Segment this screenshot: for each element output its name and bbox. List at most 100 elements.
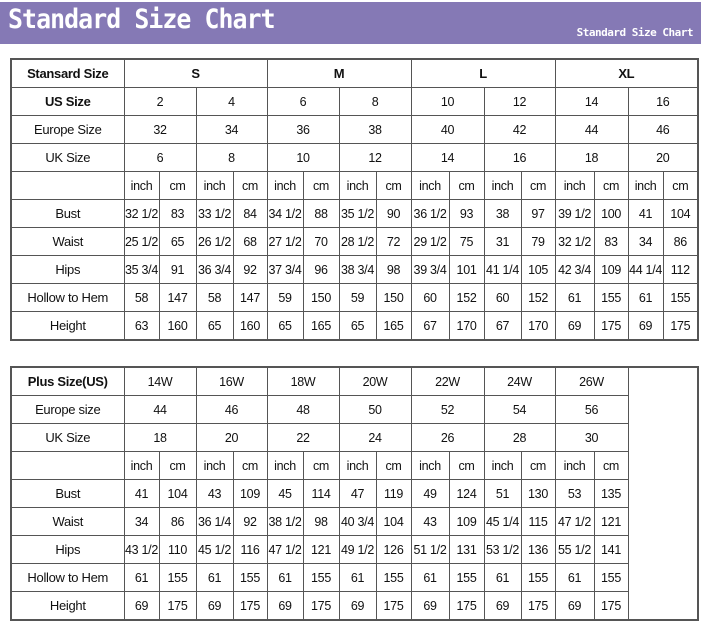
measure-row-waist: Waist 25 1/2 65 26 1/2 68 27 1/2 70 28 1/2 72 29 …	[10, 227, 699, 256]
measure-cell: 88	[302, 199, 340, 228]
europe-size-cell: 54	[483, 395, 556, 424]
unit-inch: inch	[123, 451, 160, 480]
measure-cell: 109	[232, 479, 268, 508]
corner-label: Stansard Size	[10, 58, 125, 88]
measure-cell: 47 1/2	[554, 507, 595, 536]
measure-cell: 155	[302, 563, 340, 592]
measure-label: Height	[10, 591, 125, 621]
measure-cell: 43	[410, 507, 450, 536]
unit-row: inch cm inch cm inch cm inch cm inch cm inch cm inch…	[10, 451, 698, 480]
measure-cell: 36 1/4	[195, 507, 234, 536]
measure-cell: 26 1/2	[195, 227, 234, 256]
measure-cell: 165	[302, 311, 340, 341]
unit-inch: inch	[483, 451, 522, 480]
unit-inch: inch	[338, 451, 377, 480]
measure-cell: 155	[593, 283, 629, 312]
measure-cell: 65	[195, 311, 234, 341]
measure-cell: 175	[593, 311, 629, 341]
europe-size-cell: 38	[338, 115, 412, 144]
measure-cell: 126	[375, 535, 412, 564]
measure-cell: 175	[520, 591, 556, 621]
measure-cell: 34	[627, 227, 664, 256]
measure-cell: 59	[266, 283, 304, 312]
unit-cm: cm	[520, 171, 556, 200]
us-size-cell: 16	[627, 87, 699, 116]
measure-cell: 110	[158, 535, 197, 564]
measure-label: Bust	[10, 199, 125, 228]
unit-cm: cm	[520, 451, 556, 480]
unit-corner	[10, 171, 125, 200]
measure-cell: 109	[448, 507, 485, 536]
europe-size-cell: 46	[627, 115, 699, 144]
measure-cell: 29 1/2	[410, 227, 450, 256]
measure-cell: 61	[410, 563, 450, 592]
plus-size-24w: 24W	[483, 366, 556, 396]
measure-cell: 37 3/4	[266, 255, 304, 284]
measure-cell: 112	[662, 255, 699, 284]
uk-size-label: UK Size	[10, 143, 125, 172]
measure-cell: 67	[483, 311, 522, 341]
europe-size-cell: 44	[123, 395, 197, 424]
measure-cell: 69	[483, 591, 522, 621]
measure-cell: 165	[375, 311, 412, 341]
europe-size-label: Europe Size	[10, 115, 125, 144]
measure-cell: 33 1/2	[195, 199, 234, 228]
measure-cell: 32 1/2	[123, 199, 160, 228]
europe-size-cell: 52	[410, 395, 485, 424]
uk-size-cell: 12	[338, 143, 412, 172]
unit-cm: cm	[158, 451, 197, 480]
unit-cm: cm	[302, 451, 340, 480]
uk-size-cell: 6	[123, 143, 197, 172]
europe-size-cell: 50	[338, 395, 412, 424]
plus-size-22w: 22W	[410, 366, 485, 396]
measure-cell: 69	[554, 311, 595, 341]
measure-cell: 69	[123, 591, 160, 621]
measure-cell: 60	[483, 283, 522, 312]
measure-label: Waist	[10, 507, 125, 536]
measure-cell: 51	[483, 479, 522, 508]
measure-cell: 53 1/2	[483, 535, 522, 564]
unit-cm: cm	[662, 171, 699, 200]
us-size-cell: 12	[483, 87, 556, 116]
measure-cell: 38 1/2	[266, 507, 304, 536]
measure-cell: 47 1/2	[266, 535, 304, 564]
unit-cm: cm	[232, 451, 268, 480]
measure-cell: 69	[195, 591, 234, 621]
measure-cell: 170	[448, 311, 485, 341]
measure-cell: 152	[448, 283, 485, 312]
plus-size-18w: 18W	[266, 366, 340, 396]
measure-cell: 170	[520, 311, 556, 341]
us-size-cell: 10	[410, 87, 485, 116]
measure-cell: 67	[410, 311, 450, 341]
measure-cell: 69	[410, 591, 450, 621]
europe-size-cell: 36	[266, 115, 340, 144]
measure-cell: 150	[375, 283, 412, 312]
measure-cell: 91	[158, 255, 197, 284]
measure-cell: 59	[338, 283, 377, 312]
measure-cell: 41	[627, 199, 664, 228]
measure-cell: 47	[338, 479, 377, 508]
measure-cell: 104	[158, 479, 197, 508]
measure-cell: 147	[232, 283, 268, 312]
measure-cell: 34 1/2	[266, 199, 304, 228]
measure-cell: 135	[593, 479, 629, 508]
measure-cell: 36 1/2	[410, 199, 450, 228]
uk-size-cell: 22	[266, 423, 340, 452]
us-size-cell: 6	[266, 87, 340, 116]
measure-cell: 65	[266, 311, 304, 341]
unit-inch: inch	[123, 171, 160, 200]
europe-size-cell: 46	[195, 395, 268, 424]
measure-cell: 104	[662, 199, 699, 228]
size-group-m: M	[266, 58, 412, 88]
measure-cell: 105	[520, 255, 556, 284]
us-size-row: US Size 2 4 6 8 10 12 14 16	[10, 87, 699, 116]
measure-row-height: Height 69 175 69 175 69 175 69 175 69 175 69 175 69 17…	[10, 591, 698, 621]
page-title: Standard Size Chart	[8, 4, 276, 35]
measure-cell: 136	[520, 535, 556, 564]
us-size-cell: 8	[338, 87, 412, 116]
unit-inch: inch	[195, 451, 234, 480]
measure-row-bust: Bust 32 1/2 83 33 1/2 84 34 1/2 88 35 1/2 90 36 1…	[10, 199, 699, 228]
plus-size-table: Plus Size(US) 14W 16W 18W 20W 22W 24W 26W Europe…	[10, 366, 699, 621]
measure-cell: 121	[593, 507, 629, 536]
unit-cm: cm	[375, 171, 412, 200]
